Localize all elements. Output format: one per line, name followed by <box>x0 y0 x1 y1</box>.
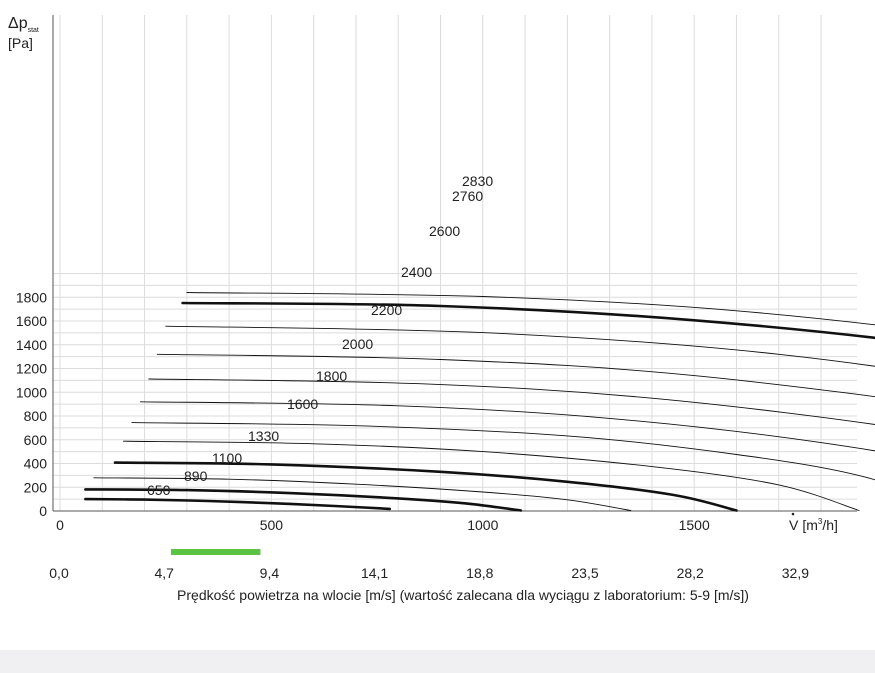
curve-1100 <box>93 477 632 511</box>
x-tick-label: 500 <box>260 517 284 533</box>
y-tick-label: 1800 <box>16 289 47 305</box>
curve-1800 <box>131 422 875 481</box>
velocity-tick-label: 32,9 <box>782 565 809 581</box>
x-tick-label: 1500 <box>679 517 710 533</box>
curve-1600 <box>122 440 860 511</box>
curve-label-1800: 1800 <box>316 368 347 384</box>
tick-labels: 0 200 400 600 800 1000 1200 1400 1600 1800 0 500 100… <box>16 289 710 533</box>
x-axis-label: V [m3/h] <box>789 517 838 533</box>
curve-label-1330: 1330 <box>248 428 279 444</box>
curve-2200 <box>148 378 875 425</box>
curve-label-890: 890 <box>184 468 208 484</box>
curve-2600 <box>165 325 875 367</box>
curve-label-2760: 2760 <box>452 188 483 204</box>
y-tick-label: 800 <box>24 408 48 424</box>
y-tick-label: 1000 <box>16 384 47 400</box>
y-tick-label: 1400 <box>16 337 47 353</box>
curve-2760 <box>181 301 875 340</box>
velocity-tick-label: 4,7 <box>154 565 174 581</box>
curve-2000 <box>139 401 875 452</box>
curve-label-2830: 2830 <box>462 173 493 189</box>
velocity-tick-label: 0,0 <box>49 565 69 581</box>
curve-label-650: 650 <box>147 482 171 498</box>
curve-650 <box>84 497 392 511</box>
footer-band <box>0 650 875 673</box>
y-tick-label: 1200 <box>16 361 47 377</box>
grid <box>53 15 857 512</box>
y-tick-label: 0 <box>39 503 47 519</box>
curve-label-2400: 2400 <box>401 264 432 280</box>
y-tick-label: 200 <box>24 479 48 495</box>
y-axis-label: Δpstat <box>8 15 39 34</box>
curve-2830 <box>186 292 875 326</box>
y-tick-label: 400 <box>24 456 48 472</box>
y-tick-label: 600 <box>24 432 48 448</box>
y-tick-label: 1600 <box>16 313 47 329</box>
x-tick-label: 1000 <box>467 517 498 533</box>
curve-label-1600: 1600 <box>287 396 318 412</box>
curve-890 <box>84 488 523 512</box>
velocity-axis-label: Prędkość powietrza na wlocie [m/s] (wart… <box>177 587 749 603</box>
y-axis-unit: [Pa] <box>8 35 33 51</box>
curve-2400 <box>156 353 875 398</box>
curves <box>84 292 875 512</box>
velocity-axis: Prędkość powietrza na wlocie [m/s] (wart… <box>49 549 809 603</box>
velocity-tick-label: 23,5 <box>571 565 598 581</box>
velocity-tick-label: 28,2 <box>677 565 704 581</box>
flow-dot <box>791 512 795 516</box>
x-tick-label: 0 <box>56 517 64 533</box>
velocity-tick-label: 18,8 <box>466 565 493 581</box>
velocity-tick-label: 14,1 <box>361 565 388 581</box>
curve-1330 <box>113 461 738 512</box>
velocity-tick-label: 9,4 <box>260 565 280 581</box>
axis-labels: Δpstat [Pa] V [m3/h] <box>8 15 838 533</box>
recommended-velocity-bar <box>170 549 261 555</box>
curve-label-2200: 2200 <box>371 302 402 318</box>
axes <box>52 15 857 516</box>
curve-label-2600: 2600 <box>429 223 460 239</box>
curve-label-1100: 1100 <box>212 450 242 466</box>
curve-label-2000: 2000 <box>342 336 373 352</box>
